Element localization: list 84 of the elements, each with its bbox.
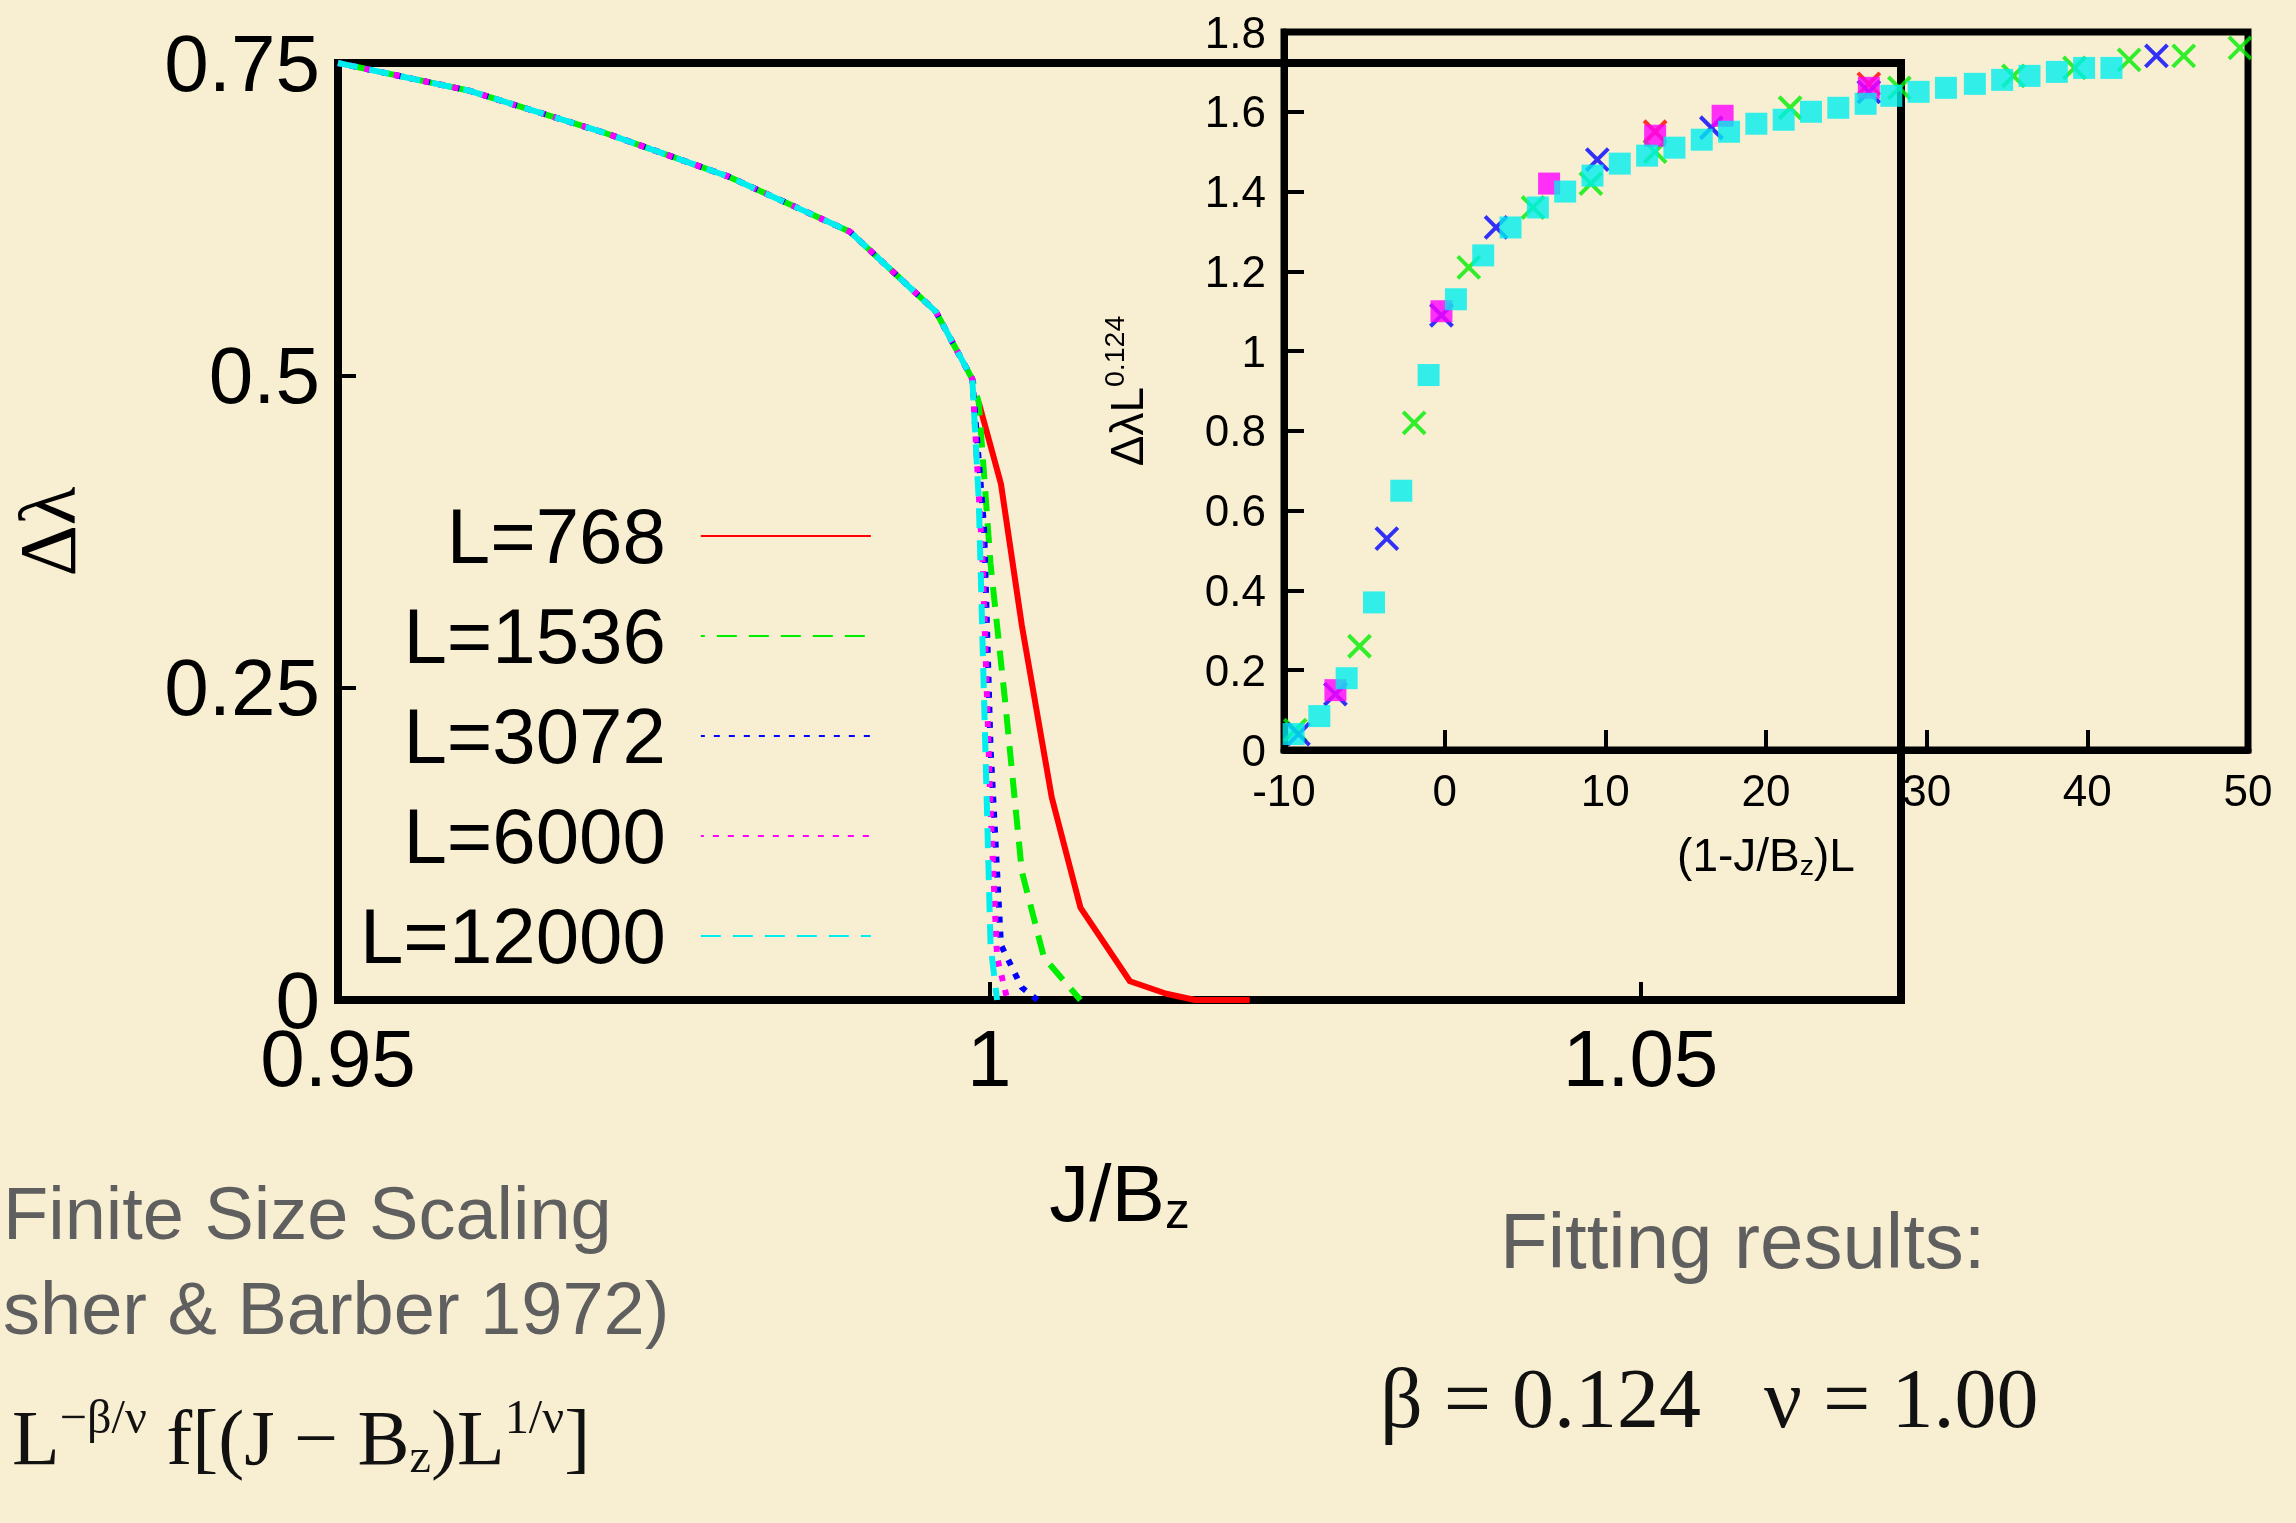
point [1991,68,2014,91]
point [1322,681,1349,708]
point [1855,78,1882,105]
x-tick-label: 50 [2223,765,2273,815]
point [2100,56,2123,79]
point [1483,214,1510,241]
legend-label: L=3072 [403,692,666,780]
point [2061,54,2088,81]
point [1373,525,1400,552]
point [2226,34,2253,61]
point [1335,667,1358,690]
point [1346,633,1373,660]
text: β = 0.124 ν = 1.00 [1380,1351,2039,1445]
legend-label: L=1536 [403,592,666,680]
x-tick-label: 20 [1741,765,1791,815]
y-axis-title: ΔλL0.124 [1098,315,1153,467]
y-tick-label: 1.4 [1204,167,1266,217]
point [1428,302,1455,329]
y-tick-label: 0.2 [1204,645,1266,695]
x-tick-label: 1.05 [1562,1013,1719,1103]
point [1401,409,1428,436]
y-axis-title: Δλ [4,486,92,577]
point [1854,92,1877,115]
point [1455,254,1482,281]
text: Finite Size Scaling [3,1171,612,1255]
point [1642,138,1669,165]
y-tick-label: 1.2 [1204,246,1266,296]
y-tick-label: 0.75 [164,18,320,108]
point [1718,120,1741,143]
x-axis-title: (1-J/Bz)L [1677,828,1855,882]
y-tick-label: 0.6 [1204,486,1266,536]
point [1520,194,1547,221]
point [2045,60,2068,83]
point [2018,64,2041,87]
point [1577,170,1604,197]
point [1745,112,1768,135]
point [1636,144,1659,167]
point [1772,108,1795,131]
point [1690,128,1713,151]
y-tick-label: 1 [1241,326,1266,376]
x-tick-label: 30 [1902,765,1952,815]
point [2073,56,2096,79]
point [1880,84,1903,107]
y-tick-label: 0.4 [1204,565,1266,615]
point [1554,180,1577,203]
point [1282,723,1305,746]
point [2116,46,2143,73]
text: Fitting results: [1500,1197,1986,1285]
x-tick-label: 40 [2062,765,2112,815]
point [1444,288,1467,311]
point [2000,62,2027,89]
point [1886,74,1913,101]
y-tick-label: 0.25 [164,643,320,733]
point [1799,100,1822,123]
x-axis-title: J/Bz [1049,1148,1190,1239]
point [2170,42,2197,69]
y-tick-label: 1.8 [1204,7,1266,57]
point [1663,136,1686,159]
point [1827,96,1850,119]
text: sher & Barber 1972) [3,1266,670,1350]
x-tick-label: 1 [967,1013,1012,1103]
point [1526,196,1549,219]
point [1417,364,1440,387]
x-tick-label: 0 [1432,765,1457,815]
point [1499,216,1522,239]
point [1390,479,1413,502]
y-tick-label: 0.8 [1204,406,1266,456]
point [1308,705,1331,728]
point [1934,76,1957,99]
point [1581,164,1604,187]
point [1907,80,1930,103]
point [1963,72,1986,95]
legend-label: L=12000 [359,892,666,980]
x-tick-label: 10 [1580,765,1630,815]
point [2143,42,2170,69]
legend-label: L=768 [446,492,666,580]
point [1608,152,1631,175]
y-tick-label: 0.5 [208,330,320,420]
point [1777,94,1804,121]
point [1472,244,1495,267]
legend-label: L=6000 [403,792,666,880]
point [1362,591,1385,614]
y-tick-label: 1.6 [1204,87,1266,137]
point [1584,146,1611,173]
